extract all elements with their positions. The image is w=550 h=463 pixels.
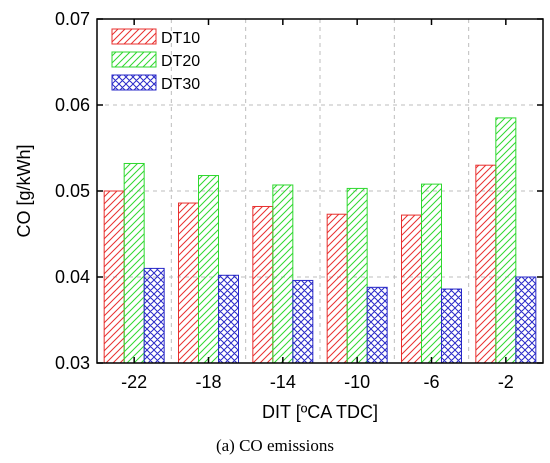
bars [103,117,537,364]
y-axis: 0.03 0.04 0.05 0.06 0.07 [55,9,543,373]
bar-dt20--14 [272,184,294,364]
y-axis-title: CO [g/kWh] [14,144,34,237]
x-tick-label: -14 [270,372,296,392]
legend-label-dt20: DT20 [161,53,200,70]
legend-swatch-dt20 [111,51,157,68]
bar-dt20--22 [123,162,145,364]
bar-dt30--2 [515,276,537,364]
y-tick-label: 0.03 [55,353,90,373]
x-tick-label: -2 [498,372,514,392]
y-tick-label: 0.06 [55,95,90,115]
x-tick-label: -18 [195,372,221,392]
bar-dt10--6 [401,214,422,364]
bar-dt20--2 [495,117,517,364]
bar-dt10--10 [326,213,348,364]
y-tick-label: 0.04 [55,267,90,287]
bar-dt20--10 [346,187,368,364]
bar-dt20--6 [421,183,442,364]
x-tick-label: -22 [121,372,147,392]
legend-label-dt10: DT10 [161,30,200,47]
gridlines [97,19,543,363]
x-axis-title: DIT [ºCA TDC] [262,402,378,422]
bar-dt10--14 [252,205,274,364]
legend-swatch-dt30 [111,74,157,91]
bar-dt10--22 [103,190,125,364]
x-tick-label: -10 [344,372,370,392]
bar-dt30--6 [441,288,462,364]
bar-dt20--18 [198,175,219,364]
y-tick-label: 0.05 [55,181,90,201]
bar-dt30--22 [143,267,165,364]
x-axis: -22 -18 -14 -10 -6 -2 [121,19,514,392]
bar-dt30--14 [292,279,314,364]
y-tick-label: 0.07 [55,9,90,29]
bar-dt10--18 [178,202,199,364]
co-emissions-chart: 0.03 0.04 0.05 0.06 0.07 -22 -18 -14 -10 -6 -2 CO… [14,9,544,422]
bar-dt30--18 [218,274,239,364]
bar-dt10--2 [475,164,497,364]
bar-dt30--10 [366,286,388,364]
legend-label-dt30: DT30 [161,76,200,93]
legend: DT10 DT20 DT30 [111,28,200,93]
figure-caption: (a) CO emissions [215,436,335,455]
x-tick-label: -6 [423,372,439,392]
legend-swatch-dt10 [111,28,157,45]
